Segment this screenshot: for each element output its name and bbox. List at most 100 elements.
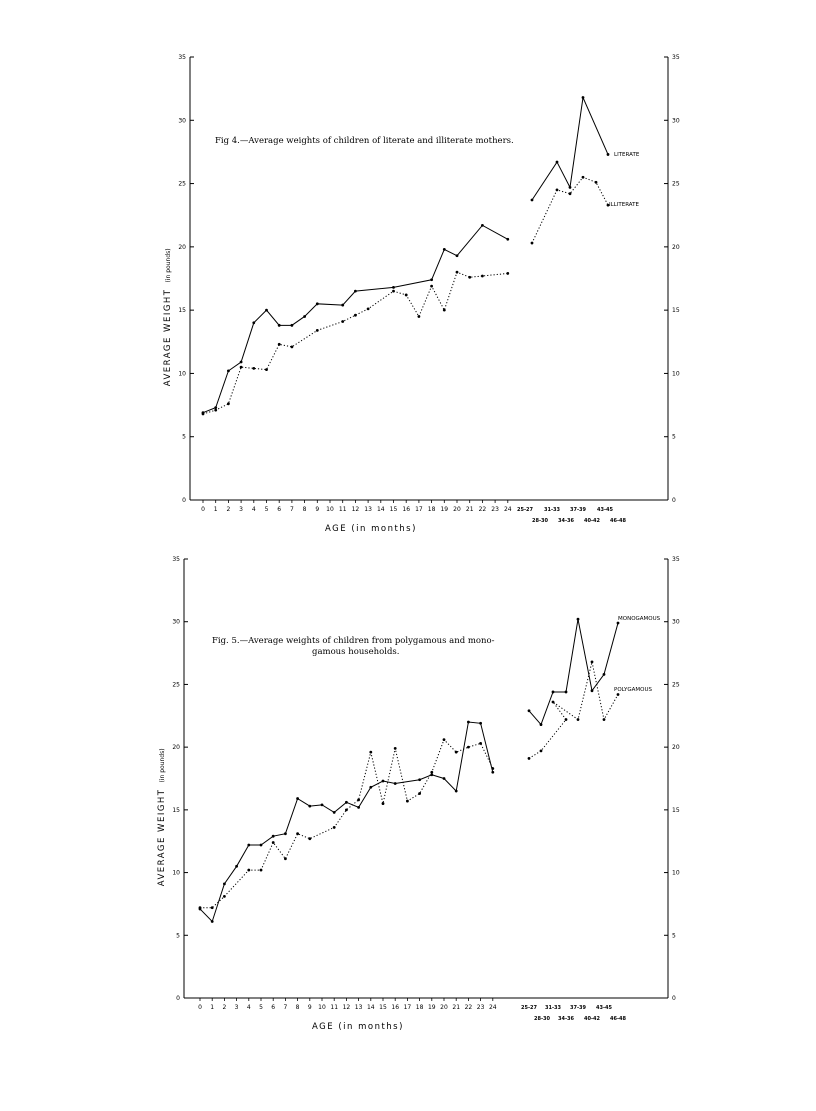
y-tick-label-right: 5: [672, 932, 676, 939]
data-point-monogamous: [271, 834, 275, 838]
x-tick-label: 3: [239, 506, 243, 513]
data-point-monogamous: [467, 720, 470, 724]
data-point-literate: [290, 323, 294, 327]
x-group-label-lower: 34-36: [558, 1016, 575, 1022]
data-point-polygamous: [430, 770, 434, 774]
x-group-label-lower: 46-48: [610, 1016, 627, 1022]
data-point-illiterate: [214, 408, 218, 412]
data-point-monogamous: [332, 810, 336, 814]
x-tick-label: 9: [308, 1004, 312, 1011]
data-point-polygamous: [210, 906, 214, 910]
x-tick-label: 11: [339, 506, 347, 513]
data-point-literate: [214, 406, 218, 410]
data-point-polygamous: [527, 757, 531, 760]
data-point-illiterate: [392, 289, 395, 293]
data-point-monogamous: [235, 864, 239, 868]
series-label-illiterate: ILLITERATE: [609, 202, 640, 208]
data-point-illiterate: [239, 365, 243, 369]
y-tick-label-right: 30: [672, 117, 680, 124]
x-tick-label: 13: [364, 506, 372, 513]
data-point-polygamous: [393, 746, 397, 750]
series-line-illiterate-grouped: [531, 176, 609, 244]
data-point-literate: [354, 289, 357, 293]
data-point-monogamous: [357, 805, 360, 809]
chart-title-line-2: gamous households.: [312, 647, 400, 657]
x-tick-label: 15: [390, 506, 398, 513]
x-tick-label: 10: [326, 506, 334, 513]
series-line-polygamous-grouped: [528, 661, 619, 759]
x-tick-label: 0: [198, 1004, 202, 1011]
data-point-literate: [581, 96, 585, 99]
x-tick-label: 21: [452, 1004, 460, 1011]
data-point-illiterate: [404, 293, 408, 297]
series-line-monogamous-grouped: [528, 619, 619, 726]
data-point-polygamous: [198, 906, 202, 910]
x-tick-label: 22: [465, 1004, 473, 1011]
data-point-polygamous: [271, 841, 275, 844]
data-point-polygamous: [454, 750, 458, 754]
data-point-illiterate: [315, 328, 319, 332]
x-group-label-lower: 34-36: [558, 518, 575, 524]
data-point-polygamous: [539, 749, 543, 753]
data-point-monogamous: [551, 690, 555, 694]
y-tick-label-right: 35: [672, 54, 680, 61]
y-tick-label-left: 35: [172, 556, 180, 563]
data-point-illiterate: [506, 272, 510, 275]
data-point-literate: [315, 302, 319, 306]
x-tick-label: 7: [283, 1004, 287, 1011]
x-axis-label: AGE (in months): [312, 1022, 404, 1032]
data-point-polygamous: [467, 745, 470, 749]
x-axis-label: AGE (in months): [325, 524, 417, 534]
x-group-label-lower: 40-42: [584, 1016, 601, 1022]
x-tick-label: 6: [271, 1004, 275, 1011]
data-point-illiterate: [455, 270, 459, 274]
data-point-illiterate: [468, 275, 472, 279]
x-tick-label: 1: [210, 1004, 214, 1011]
y-tick-label-right: 25: [672, 181, 680, 188]
data-point-monogamous: [284, 832, 287, 836]
data-point-polygamous: [296, 832, 299, 836]
x-tick-label: 14: [367, 1004, 375, 1011]
data-point-literate: [455, 254, 459, 258]
series-line-polygamous-monthly: [200, 738, 494, 909]
data-point-literate: [606, 153, 610, 156]
data-point-polygamous: [551, 700, 555, 704]
x-tick-label: 12: [352, 506, 360, 513]
data-point-monogamous: [430, 773, 434, 777]
data-point-monogamous: [418, 778, 421, 782]
x-tick-label: 7: [290, 506, 294, 513]
data-point-monogamous: [369, 785, 373, 789]
x-tick-label: 22: [479, 506, 487, 513]
x-group-label-upper: 43-45: [596, 1005, 613, 1011]
data-point-illiterate: [568, 192, 572, 196]
data-point-illiterate: [252, 366, 256, 370]
data-point-monogamous: [393, 782, 397, 785]
x-tick-label: 4: [252, 506, 256, 513]
x-tick-label: 24: [504, 506, 512, 513]
series-line-monogamous-monthly: [199, 721, 494, 923]
series-line-literate-monthly: [202, 224, 509, 414]
data-point-illiterate: [354, 313, 357, 317]
data-point-monogamous: [247, 843, 251, 847]
y-tick-label-left: 5: [176, 932, 180, 939]
x-tick-label: 8: [303, 506, 307, 513]
data-point-monogamous: [564, 690, 568, 694]
data-point-monogamous: [308, 804, 312, 808]
x-tick-label: 16: [391, 1004, 399, 1011]
x-group-label-upper: 43-45: [597, 507, 614, 513]
x-tick-label: 15: [379, 1004, 387, 1011]
data-point-polygamous: [381, 802, 385, 805]
x-group-label-upper: 31-33: [545, 1005, 562, 1011]
x-tick-label: 20: [453, 506, 461, 513]
data-point-polygamous: [576, 718, 580, 721]
data-point-monogamous: [296, 797, 299, 800]
data-point-literate: [442, 247, 446, 251]
data-point-monogamous: [210, 920, 214, 923]
data-point-literate: [239, 360, 243, 364]
y-tick-label-left: 0: [182, 497, 186, 504]
data-point-polygamous: [332, 826, 336, 829]
data-point-illiterate: [265, 368, 268, 372]
data-point-monogamous: [616, 621, 620, 625]
data-point-literate: [265, 308, 268, 312]
y-tick-label-left: 30: [178, 117, 186, 124]
